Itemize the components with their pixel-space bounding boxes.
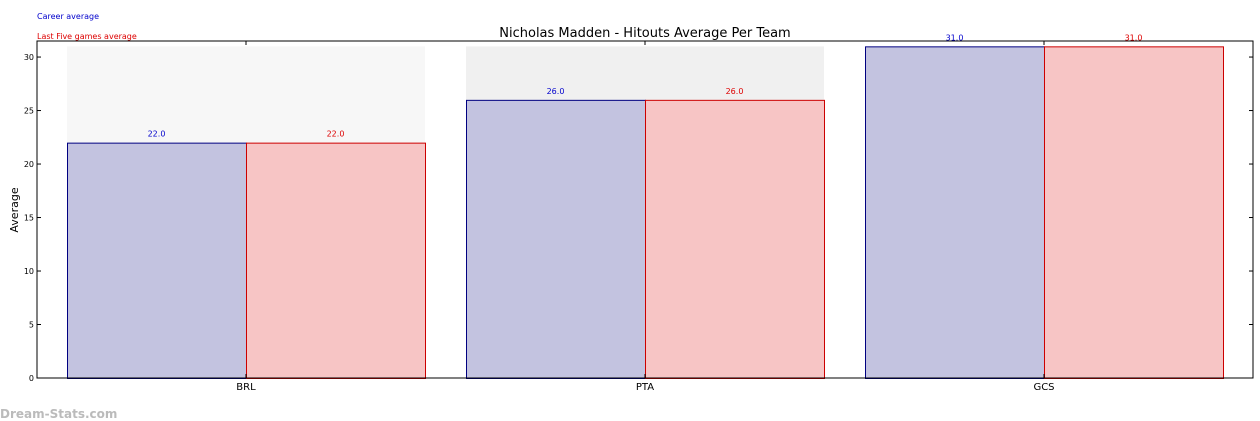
bar-last-five-pta xyxy=(645,99,825,379)
watermark-logo: Dream-Stats.com xyxy=(0,407,118,421)
bar-career-pta xyxy=(466,99,646,379)
legend-last-five-average: Last Five games average xyxy=(37,32,137,41)
bar-value-label: 26.0 xyxy=(547,87,565,96)
y-tick-label: 0 xyxy=(29,374,34,383)
y-tick-label: 15 xyxy=(24,214,34,223)
bar-value-label: 31.0 xyxy=(946,33,964,42)
bar-value-label: 31.0 xyxy=(1125,33,1143,42)
x-tick-label: BRL xyxy=(236,382,256,393)
x-tick-label: GCS xyxy=(1033,382,1054,393)
legend-career-average: Career average xyxy=(37,12,100,21)
y-axis-label: Average xyxy=(8,187,21,232)
axis-ticks: 0 5 10 15 20 25 30 BRL PTA GCS xyxy=(24,41,1253,393)
bar-value-label: 22.0 xyxy=(148,130,166,139)
y-tick-label: 5 xyxy=(29,321,34,330)
bar-last-five-brl xyxy=(246,142,426,379)
bar-career-gcs xyxy=(865,46,1045,379)
bar-value-label: 26.0 xyxy=(726,87,744,96)
bar-last-five-gcs xyxy=(1044,46,1224,379)
y-tick-label: 30 xyxy=(24,53,34,62)
chart-title: Nicholas Madden - Hitouts Average Per Te… xyxy=(499,26,790,41)
x-tick-label: PTA xyxy=(636,382,654,393)
y-tick-label: 10 xyxy=(24,267,34,276)
y-tick-label: 20 xyxy=(24,160,34,169)
y-tick-label: 25 xyxy=(24,107,34,116)
bar-career-brl xyxy=(67,142,247,379)
data-bars: 22.0 22.0 26.0 26.0 31.0 31.0 xyxy=(67,33,1224,379)
bar-value-label: 22.0 xyxy=(327,130,345,139)
